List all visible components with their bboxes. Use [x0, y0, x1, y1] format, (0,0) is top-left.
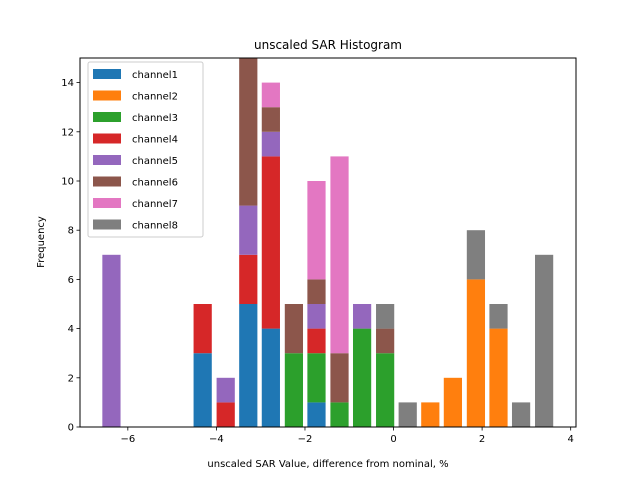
- bar-channel5-bin-7: [261, 131, 280, 157]
- bar-channel5-bin-9: [307, 304, 326, 329]
- legend-box: [87, 61, 204, 238]
- bar-channel1-bin-4: [193, 353, 212, 427]
- bar-channel4-bin-7: [261, 156, 280, 329]
- bar-channel6-bin-9: [307, 279, 326, 304]
- y-tick-label: 10: [61, 177, 74, 188]
- bar-channel8-bin-13: [398, 402, 417, 427]
- x-axis-label: unscaled SAR Value, difference from nomi…: [207, 459, 448, 470]
- bar-channel1-bin-6: [239, 304, 258, 427]
- bar-channel6-bin-10: [330, 353, 349, 403]
- legend-swatch-channel8: [93, 219, 121, 230]
- chart-title: unscaled SAR Histogram: [254, 38, 402, 52]
- y-tick-label: 2: [68, 373, 74, 384]
- bar-channel4-bin-6: [239, 254, 258, 304]
- legend-label-channel7: channel7: [132, 199, 178, 210]
- legend-swatch-channel4: [93, 133, 121, 144]
- legend-label-channel6: channel6: [132, 178, 178, 189]
- bar-channel5-bin-5: [216, 377, 235, 403]
- bar-channel5-bin-6: [239, 205, 258, 255]
- bar-channel3-bin-12: [376, 353, 395, 427]
- y-axis-label: Frequency: [36, 216, 47, 268]
- legend-swatch-channel7: [93, 198, 121, 208]
- legend-label-channel3: channel3: [132, 113, 178, 124]
- x-tick-label: −6: [120, 434, 135, 445]
- bar-channel2-bin-15: [443, 377, 462, 427]
- bar-channel3-bin-9: [307, 353, 326, 403]
- legend-label-channel8: channel8: [132, 221, 178, 232]
- x-tick-label: 4: [567, 434, 573, 445]
- y-axis-ticks: 0 2 4 6 8 10 12 14: [61, 78, 80, 434]
- legend-label-channel2: channel2: [132, 92, 178, 103]
- y-tick-label: 12: [61, 127, 74, 138]
- legend-label-channel1: channel1: [132, 70, 178, 81]
- bar-channel1-bin-9: [307, 402, 326, 427]
- bar-channel8-bin-17: [489, 304, 508, 329]
- bars-group: [102, 58, 554, 427]
- bar-channel7-bin-7: [261, 82, 280, 108]
- bar-channel6-bin-6: [239, 58, 258, 206]
- bar-channel6-bin-12: [376, 328, 395, 354]
- y-tick-label: 0: [68, 423, 74, 434]
- y-tick-label: 14: [61, 78, 74, 89]
- bar-channel6-bin-7: [261, 107, 280, 132]
- x-axis-ticks: −6 −4 −2 0 2 4: [120, 427, 574, 445]
- bar-channel3-bin-11: [352, 328, 372, 427]
- y-tick-label: 8: [68, 226, 74, 237]
- x-tick-label: 0: [390, 434, 396, 445]
- bar-channel5-bin-0: [102, 254, 121, 427]
- bar-channel8-bin-16: [466, 230, 486, 280]
- legend-swatch-channel5: [93, 155, 121, 165]
- legend-swatch-channel3: [93, 112, 121, 122]
- bar-channel8-bin-19: [535, 254, 554, 427]
- legend-swatch-channel2: [93, 90, 121, 101]
- bar-channel1-bin-7: [261, 328, 280, 427]
- bar-channel4-bin-5: [216, 402, 235, 427]
- legend-swatch-channel1: [93, 69, 121, 79]
- legend: channel1 channel2 channel3 channel4 channel5…: [87, 61, 204, 238]
- x-tick-label: 2: [479, 434, 485, 445]
- axes-frame: [79, 57, 577, 428]
- y-tick-label: 6: [68, 275, 74, 286]
- bar-channel4-bin-4: [193, 304, 212, 354]
- bar-channel7-bin-10: [330, 156, 349, 354]
- bar-channel5-bin-11: [352, 304, 372, 329]
- bar-channel8-bin-18: [511, 402, 531, 427]
- bar-channel2-bin-16: [466, 279, 486, 427]
- bar-channel3-bin-8: [284, 353, 304, 427]
- legend-label-channel5: channel5: [132, 156, 178, 167]
- x-tick-label: −4: [209, 434, 224, 445]
- bar-channel4-bin-9: [307, 328, 326, 354]
- y-tick-label: 4: [68, 324, 74, 335]
- bar-channel8-bin-12: [376, 304, 395, 329]
- legend-swatch-channel6: [93, 176, 121, 187]
- x-tick-label: −2: [298, 434, 313, 445]
- bar-channel6-bin-8: [284, 304, 304, 354]
- bar-channel7-bin-9: [307, 181, 326, 280]
- legend-label-channel4: channel4: [132, 135, 178, 146]
- bar-channel2-bin-14: [421, 402, 440, 427]
- bar-channel2-bin-17: [489, 328, 508, 427]
- bar-channel3-bin-10: [330, 402, 349, 427]
